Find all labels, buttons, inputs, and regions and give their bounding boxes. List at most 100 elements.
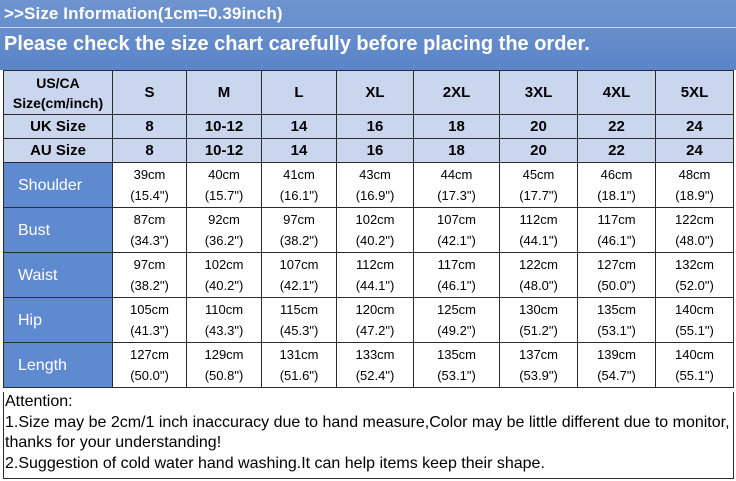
measurement-cm: 115cm bbox=[279, 302, 319, 317]
us-size-cell: M bbox=[186, 70, 262, 115]
title-bar: >>Size Information(1cm=0.39inch) Please … bbox=[0, 0, 736, 70]
measurement-cm: 39cm bbox=[133, 167, 166, 182]
uk-size-cell: 22 bbox=[577, 114, 656, 139]
measurement-inch: (16.1") bbox=[279, 188, 319, 203]
measurement-cm: 117cm bbox=[597, 212, 636, 227]
au-size-label: AU Size bbox=[3, 138, 113, 163]
measurement-cm: 105cm bbox=[129, 302, 170, 317]
measurement-inch: (48.0") bbox=[519, 278, 558, 293]
measurement-cell: 140cm (55.1") bbox=[655, 297, 734, 343]
measurement-cm: 97cm bbox=[283, 212, 315, 227]
uk-size-label: UK Size bbox=[3, 114, 113, 139]
measurement-row-waist: Waist 97cm (38.2") 102cm (40.2") 107cm (42.1")… bbox=[3, 252, 734, 298]
measurement-inch: (42.1") bbox=[279, 278, 319, 293]
measurement-cell: 107cm (42.1") bbox=[261, 252, 337, 298]
measurement-inch: (17.7") bbox=[519, 188, 558, 203]
measurement-cm: 130cm bbox=[518, 302, 559, 317]
measurement-cm: 125cm bbox=[436, 302, 477, 317]
uk-size-cell: 10-12 bbox=[186, 114, 262, 139]
measurement-row-shoulder: Shoulder 39cm (15.4") 40cm (15.7") 41cm (16.1"… bbox=[3, 162, 734, 208]
measurement-cm: 41cm bbox=[283, 167, 315, 182]
measurement-cm: 132cm bbox=[674, 257, 715, 272]
measurement-inch: (16.9") bbox=[355, 188, 395, 203]
measurement-cm: 44cm bbox=[440, 167, 473, 182]
measurement-row-bust: Bust 87cm (34.3") 92cm (36.2") 97cm (38.2") 102… bbox=[3, 207, 734, 253]
measurement-cm: 107cm bbox=[279, 257, 319, 272]
au-size-cell: 22 bbox=[577, 138, 656, 163]
measurement-inch: (18.9") bbox=[675, 188, 714, 203]
measurement-label: Length bbox=[3, 342, 113, 388]
us-size-cell: L bbox=[261, 70, 337, 115]
measurement-inch: (51.2") bbox=[519, 323, 558, 338]
attention-heading: Attention: bbox=[5, 393, 73, 410]
us-size-cell: S bbox=[112, 70, 187, 115]
measurement-cell: 40cm (15.7") bbox=[186, 162, 262, 208]
measurement-cell: 44cm (17.3") bbox=[413, 162, 500, 208]
measurement-inch: (45.3") bbox=[279, 323, 319, 338]
measurement-cm: 97cm bbox=[133, 257, 166, 272]
measurement-cell: 140cm (55.1") bbox=[655, 342, 734, 388]
measurement-cm: 140cm bbox=[674, 347, 715, 362]
au-size-cell: 18 bbox=[413, 138, 500, 163]
measurement-inch: (43.3") bbox=[204, 323, 244, 338]
measurement-cell: 102cm (40.2") bbox=[186, 252, 262, 298]
measurement-cm: 135cm bbox=[436, 347, 477, 362]
measurement-cell: 97cm (38.2") bbox=[261, 207, 337, 253]
us-size-cell: 3XL bbox=[499, 70, 578, 115]
size-table: US/CA Size(cm/inch) S M L XL 2XL 3XL 4XL… bbox=[3, 70, 734, 388]
measurement-inch: (51.6") bbox=[279, 368, 319, 383]
measurement-cm: 48cm bbox=[678, 167, 711, 182]
measurement-cell: 129cm (50.8") bbox=[186, 342, 262, 388]
uk-size-cell: 8 bbox=[112, 114, 187, 139]
measurement-label: Bust bbox=[3, 207, 113, 253]
measurement-cell: 127cm (50.0") bbox=[112, 342, 187, 388]
measurement-label: Hip bbox=[3, 297, 113, 343]
uk-size-row: UK Size 8 10-12 14 16 18 20 22 24 bbox=[3, 114, 734, 139]
us-size-cell: XL bbox=[336, 70, 414, 115]
measurement-cell: 112cm (44.1") bbox=[499, 207, 578, 253]
measurement-inch: (42.1") bbox=[437, 233, 476, 248]
measurement-inch: (44.1") bbox=[519, 233, 558, 248]
measurement-cell: 132cm (52.0") bbox=[655, 252, 734, 298]
corner-label: US/CA Size(cm/inch) bbox=[3, 70, 113, 115]
measurement-inch: (55.1") bbox=[675, 323, 714, 338]
us-size-cell: 4XL bbox=[577, 70, 656, 115]
measurement-cell: 41cm (16.1") bbox=[261, 162, 337, 208]
measurement-cell: 131cm (51.6") bbox=[261, 342, 337, 388]
measurement-cell: 135cm (53.1") bbox=[413, 342, 500, 388]
measurement-inch: (49.2") bbox=[437, 323, 476, 338]
measurement-inch: (53.1") bbox=[437, 368, 476, 383]
uk-size-cell: 20 bbox=[499, 114, 578, 139]
measurement-inch: (40.2") bbox=[204, 278, 244, 293]
measurement-inch: (53.9") bbox=[519, 368, 558, 383]
measurement-cm: 110cm bbox=[204, 302, 244, 317]
measurement-cell: 92cm (36.2") bbox=[186, 207, 262, 253]
measurement-cm: 129cm bbox=[204, 347, 244, 362]
measurement-cm: 87cm bbox=[133, 212, 166, 227]
measurement-cell: 122cm (48.0") bbox=[499, 252, 578, 298]
measurement-cm: 43cm bbox=[359, 167, 391, 182]
measurement-cell: 112cm (44.1") bbox=[336, 252, 414, 298]
measurement-cm: 131cm bbox=[279, 347, 319, 362]
measurement-cell: 125cm (49.2") bbox=[413, 297, 500, 343]
measurement-inch: (15.4") bbox=[130, 188, 169, 203]
check-chart-subtitle: Please check the size chart carefully be… bbox=[4, 33, 590, 55]
measurement-cm: 127cm bbox=[129, 347, 170, 362]
measurement-inch: (36.2") bbox=[204, 233, 244, 248]
measurement-inch: (47.2") bbox=[355, 323, 395, 338]
uk-size-cell: 18 bbox=[413, 114, 500, 139]
measurement-inch: (38.2") bbox=[130, 278, 169, 293]
measurement-cell: 39cm (15.4") bbox=[112, 162, 187, 208]
au-size-cell: 16 bbox=[336, 138, 414, 163]
measurement-cell: 122cm (48.0") bbox=[655, 207, 734, 253]
measurement-cm: 102cm bbox=[204, 257, 244, 272]
measurement-row-length: Length 127cm (50.0") 129cm (50.8") 131cm (51.6… bbox=[3, 342, 734, 388]
measurement-cell: 117cm (46.1") bbox=[413, 252, 500, 298]
measurement-cell: 45cm (17.7") bbox=[499, 162, 578, 208]
measurement-inch: (54.7") bbox=[597, 368, 636, 383]
au-size-cell: 20 bbox=[499, 138, 578, 163]
corner-label-line2: Size(cm/inch) bbox=[12, 94, 104, 111]
measurement-cell: 137cm (53.9") bbox=[499, 342, 578, 388]
size-info-title: >>Size Information(1cm=0.39inch) bbox=[4, 4, 283, 23]
measurement-cm: 135cm bbox=[596, 302, 637, 317]
